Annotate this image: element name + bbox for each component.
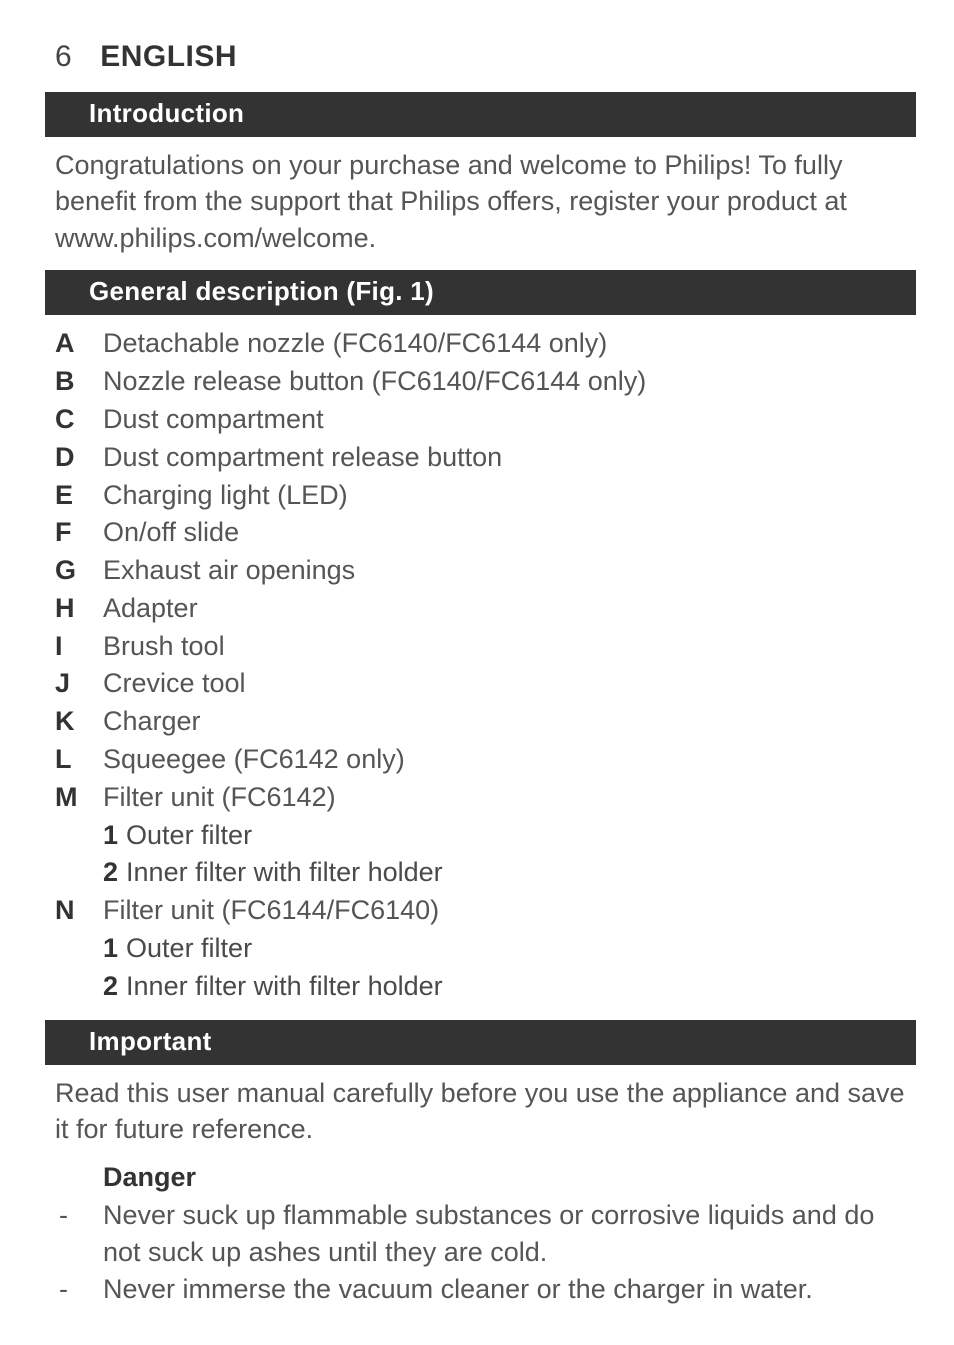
page-header: 6 ENGLISH <box>55 40 914 74</box>
sub-list-n: 1Outer filter 2Inner filter with filter … <box>103 930 914 1006</box>
list-item: BNozzle release button (FC6140/FC6144 on… <box>55 363 914 401</box>
general-description-list: ADetachable nozzle (FC6140/FC6144 only) … <box>55 325 914 1005</box>
danger-item: - Never immerse the vacuum cleaner or th… <box>55 1271 914 1308</box>
introduction-body: Congratulations on your purchase and wel… <box>55 147 914 256</box>
list-item: LSqueegee (FC6142 only) <box>55 741 914 779</box>
list-item: NFilter unit (FC6144/FC6140) <box>55 892 914 930</box>
language-title: ENGLISH <box>100 40 237 73</box>
important-body: Read this user manual carefully before y… <box>55 1075 914 1148</box>
sub-list-m: 1Outer filter 2Inner filter with filter … <box>103 817 914 893</box>
list-item: JCrevice tool <box>55 665 914 703</box>
list-item: ECharging light (LED) <box>55 477 914 515</box>
list-item: KCharger <box>55 703 914 741</box>
list-item: GExhaust air openings <box>55 552 914 590</box>
page-number: 6 <box>55 40 72 73</box>
danger-item: - Never suck up flammable substances or … <box>55 1197 914 1272</box>
bullet-dash-icon: - <box>55 1271 103 1308</box>
list-item: FOn/off slide <box>55 514 914 552</box>
bullet-dash-icon: - <box>55 1197 103 1272</box>
sub-item: 1Outer filter <box>103 817 914 855</box>
list-item: DDust compartment release button <box>55 439 914 477</box>
section-important-title: Important <box>45 1020 916 1065</box>
list-item: CDust compartment <box>55 401 914 439</box>
section-general-title: General description (Fig. 1) <box>45 270 916 315</box>
sub-item: 1Outer filter <box>103 930 914 968</box>
sub-item: 2Inner filter with filter holder <box>103 854 914 892</box>
list-item: HAdapter <box>55 590 914 628</box>
list-item: MFilter unit (FC6142) <box>55 779 914 817</box>
section-introduction-title: Introduction <box>45 92 916 137</box>
sub-item: 2Inner filter with filter holder <box>103 968 914 1006</box>
list-item: IBrush tool <box>55 628 914 666</box>
danger-subhead: Danger <box>103 1162 914 1193</box>
list-item: ADetachable nozzle (FC6140/FC6144 only) <box>55 325 914 363</box>
